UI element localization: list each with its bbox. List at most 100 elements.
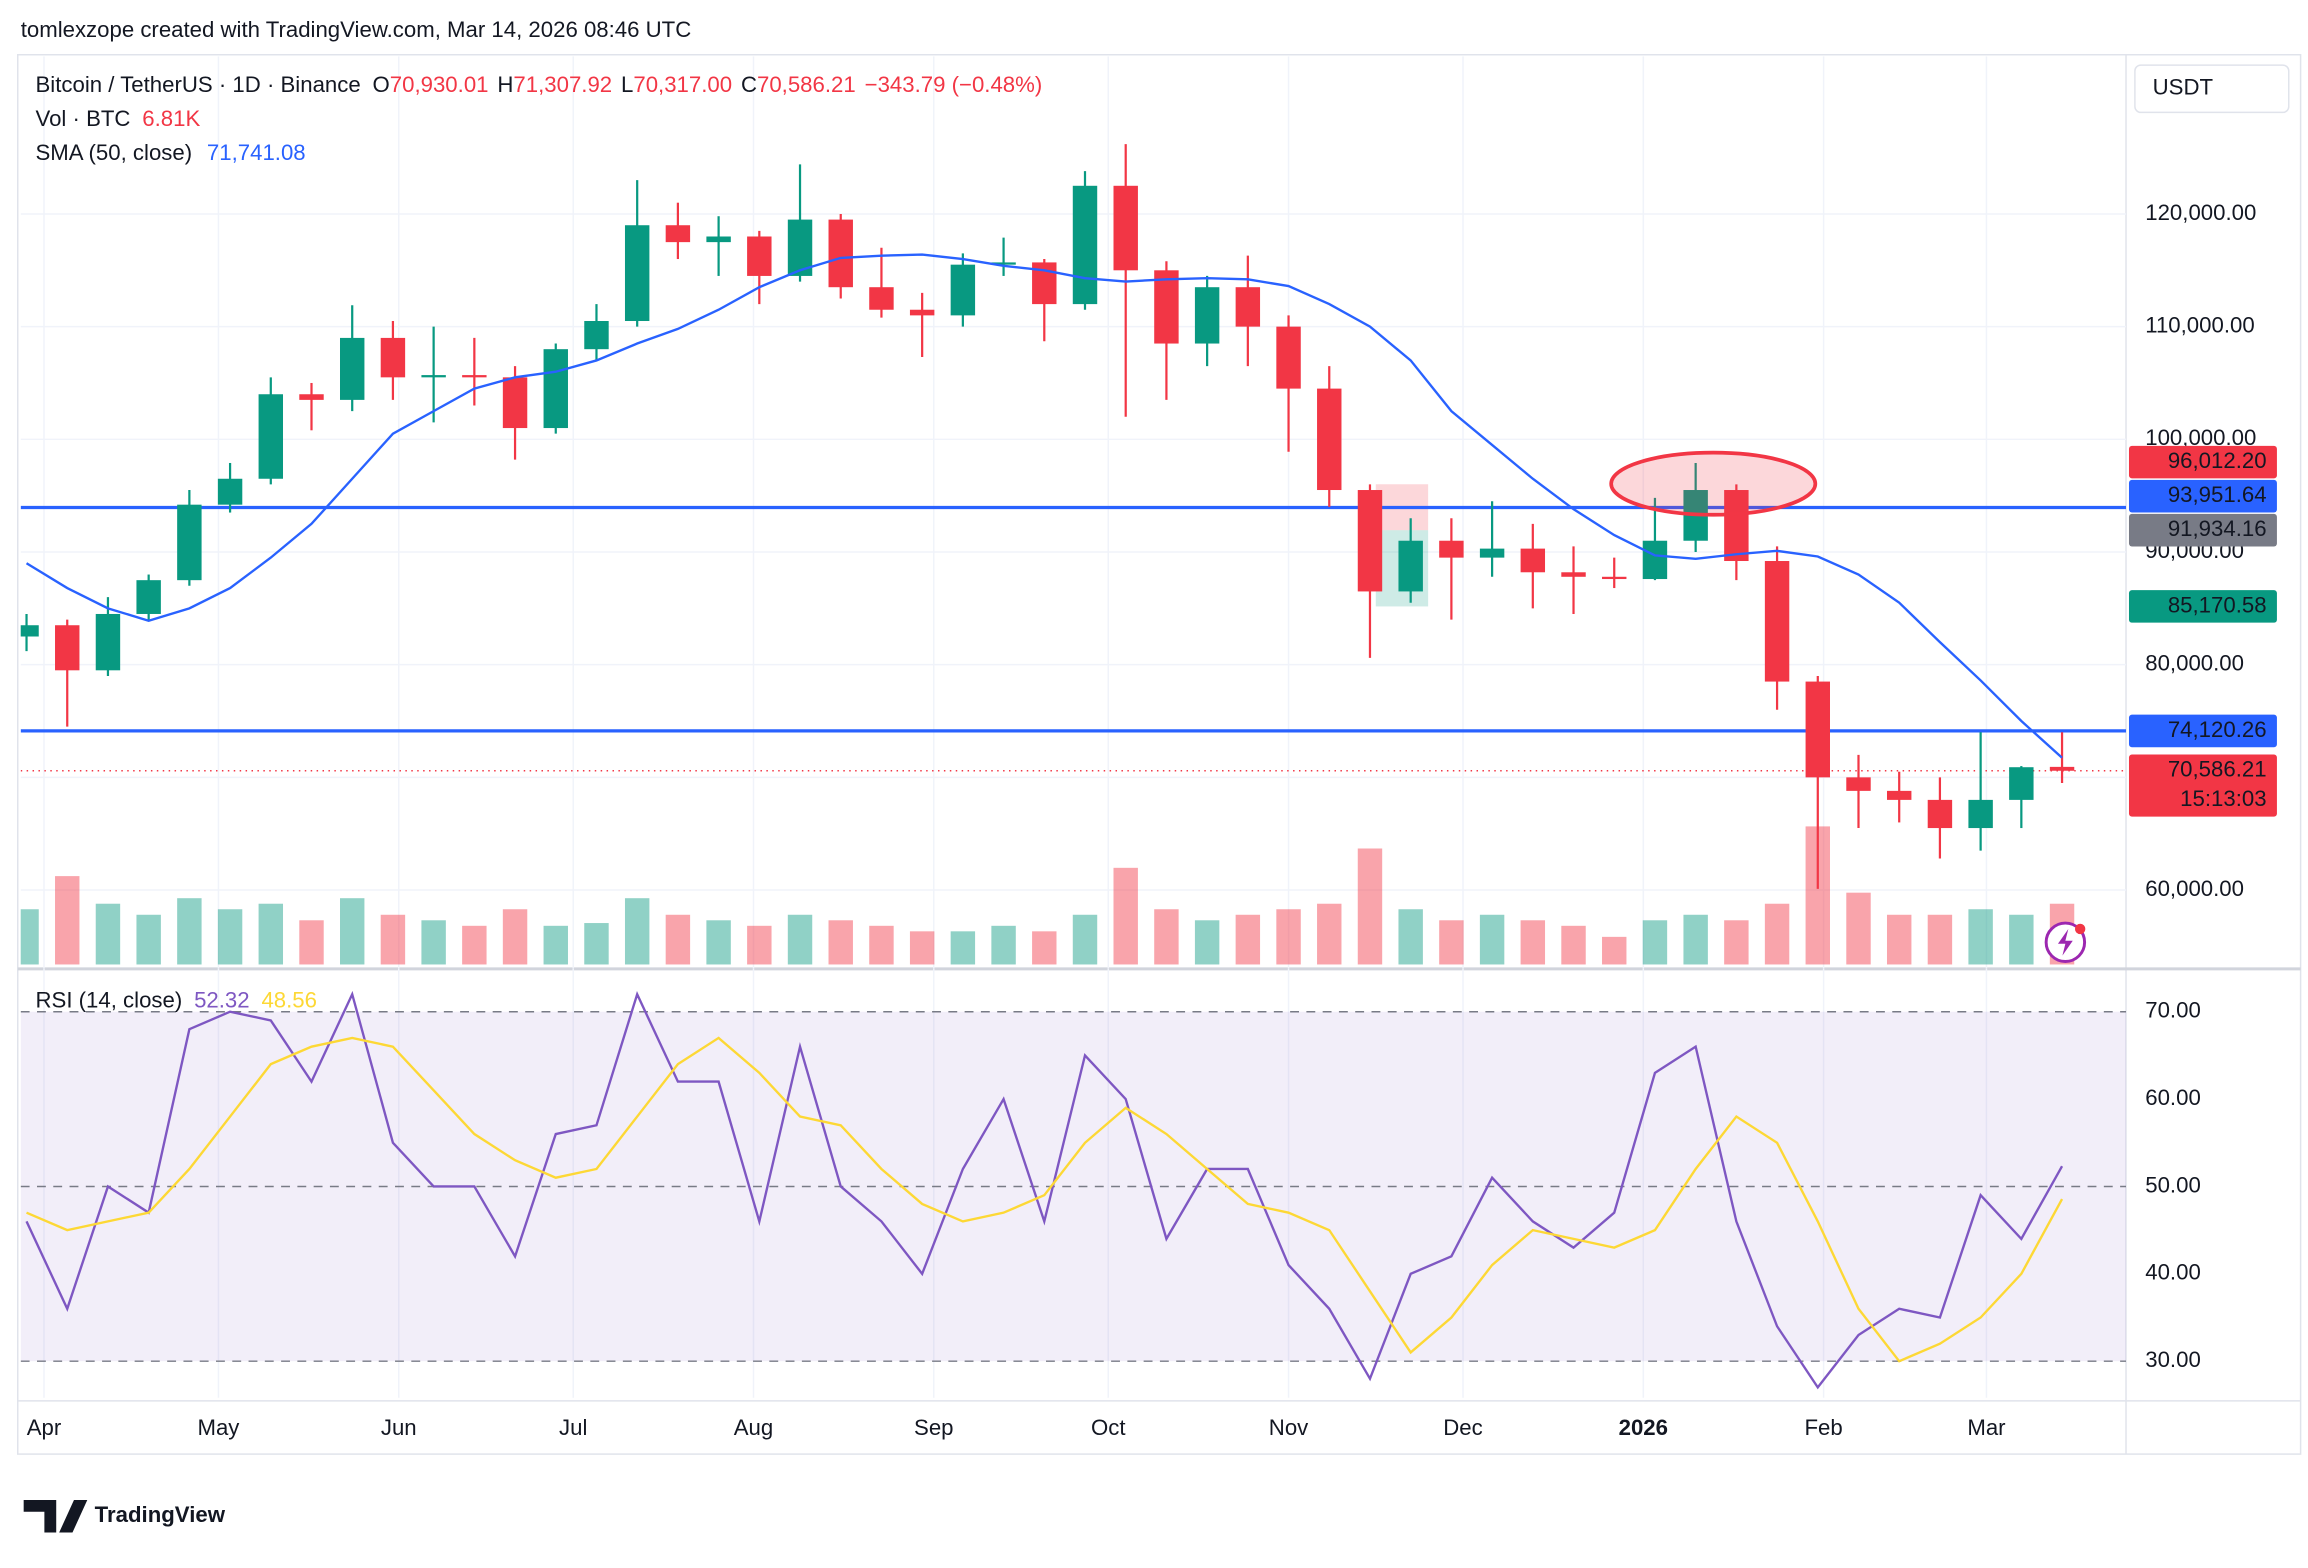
y-tick-label: 30.00: [2145, 1347, 2201, 1372]
volume-bar: [1561, 925, 1586, 965]
volume-bar: [258, 903, 284, 965]
volume-bar: [950, 931, 976, 965]
candle-body: [217, 478, 243, 505]
volume-bar: [136, 914, 161, 965]
candle-body: [909, 309, 935, 316]
alert-bolt: [2057, 928, 2073, 956]
volume-bar: [1439, 920, 1464, 965]
candle-body: [1642, 540, 1668, 580]
volume-bar: [55, 876, 80, 965]
x-tick-label: May: [197, 1415, 240, 1440]
rsi-legend: RSI (14, close) 52.32 48.56: [36, 987, 317, 1012]
volume-bar: [299, 920, 324, 965]
volume-bar: [909, 931, 935, 965]
volume-bar: [869, 925, 894, 965]
volume-bar: [1479, 914, 1505, 965]
currency-box[interactable]: [2134, 64, 2290, 114]
volume-bar: [1072, 914, 1098, 965]
symbol-title: Bitcoin / TetherUS · 1D · Binance: [36, 72, 361, 97]
currency[interactable]: USDT: [2153, 75, 2214, 100]
candle-body: [1154, 270, 1179, 344]
volume-bar: [462, 925, 487, 965]
ohlc-key: H: [497, 72, 513, 97]
candle-body: [1561, 572, 1586, 577]
volume-bar: [2009, 914, 2034, 965]
volume-bar: [1032, 931, 1057, 965]
price-tag-label: 96,012.20: [2168, 448, 2267, 473]
volume-bar: [543, 925, 568, 965]
candle-body: [380, 337, 406, 378]
candle-body: [1602, 576, 1627, 580]
y-tick-label: 110,000.00: [2145, 312, 2254, 337]
x-tick-label: Jul: [559, 1415, 587, 1440]
alert-dot: [2074, 923, 2086, 935]
x-tick-label: Oct: [1091, 1415, 1126, 1440]
candle-body: [1072, 185, 1098, 305]
volume-bar: [1520, 920, 1546, 965]
rsi-line: [25, 990, 2064, 1390]
price-tag: [2128, 513, 2277, 547]
rsi-line: [26, 1036, 2064, 1363]
candle-body: [55, 625, 80, 671]
volume-bar: [1398, 909, 1423, 965]
candle-body: [1520, 548, 1546, 573]
rsi-band: [20, 1011, 2127, 1362]
volume-bar: [624, 898, 650, 965]
sma-name: SMA (50, close): [36, 140, 193, 165]
candle-body: [299, 394, 324, 400]
x-tick-label: Dec: [1443, 1415, 1482, 1440]
ohlc-value: 71,307.92: [513, 72, 612, 97]
credit: tomlexzope created with TradingView.com,…: [21, 17, 692, 42]
volume-bar: [217, 909, 243, 965]
candle-body: [1846, 777, 1871, 791]
volume-bar: [1357, 848, 1383, 965]
volume-bar: [584, 923, 609, 965]
sma-value: 71,741.08: [207, 140, 306, 165]
volume-bar: [421, 920, 446, 965]
volume-bar: [1642, 920, 1668, 965]
volume-name: Vol · BTC: [36, 106, 131, 131]
price-tag: [2128, 754, 2277, 817]
candle-body: [1194, 287, 1220, 344]
candle-body: [1439, 540, 1464, 558]
candle-body: [1968, 799, 1993, 829]
candle-body: [624, 225, 650, 322]
y-tick-label: 70.00: [2145, 998, 2201, 1023]
volume-bar: [1764, 903, 1790, 965]
candle-body: [665, 225, 691, 243]
y-tick-label: 40.00: [2145, 1260, 2201, 1285]
price-tag-label: 85,170.58: [2168, 592, 2267, 617]
x-tick-label: Jun: [381, 1415, 417, 1440]
ohlc-value: 70,586.21: [757, 72, 856, 97]
volume-bar: [665, 914, 691, 965]
candle-body: [828, 219, 853, 288]
candle-body: [20, 625, 39, 637]
volume-bar: [706, 920, 731, 965]
frame: [17, 53, 2302, 1455]
price-tag: [2128, 479, 2277, 513]
x-tick-label: Mar: [1967, 1415, 2006, 1440]
candle-body: [584, 321, 609, 350]
price-tag: [2128, 590, 2277, 623]
price-tag-countdown: 15:13:03: [2180, 786, 2266, 811]
volume-bar: [1113, 867, 1138, 965]
candle-body: [1927, 799, 1953, 829]
sma-line: [25, 253, 2063, 759]
price-legend: Bitcoin / TetherUS · 1D · Binance O70,930…: [36, 72, 1043, 97]
volume-bar: [380, 914, 406, 965]
rsi-title: RSI (14, close): [36, 987, 183, 1012]
x-tick-label: Sep: [914, 1415, 953, 1440]
volume-bar: [1194, 920, 1220, 965]
price-tag-label: 91,934.16: [2168, 516, 2267, 541]
change: −343.79 (−0.48%): [865, 72, 1043, 97]
annotation-ellipse: [1609, 450, 1818, 517]
candle-body: [502, 377, 528, 429]
sma-legend: SMA (50, close) 71,741.08: [36, 140, 306, 165]
price-tag-label: 74,120.26: [2168, 717, 2267, 742]
volume-bar: [1886, 914, 1912, 965]
ohlc-value: 70,317.00: [633, 72, 732, 97]
overlay: Apr May Jun Jul Aug Sep Oct Nov Dec 2026 Feb Mar 60,…: [27, 72, 2277, 1440]
volume-legend: Vol · BTC 6.81K: [36, 106, 201, 131]
